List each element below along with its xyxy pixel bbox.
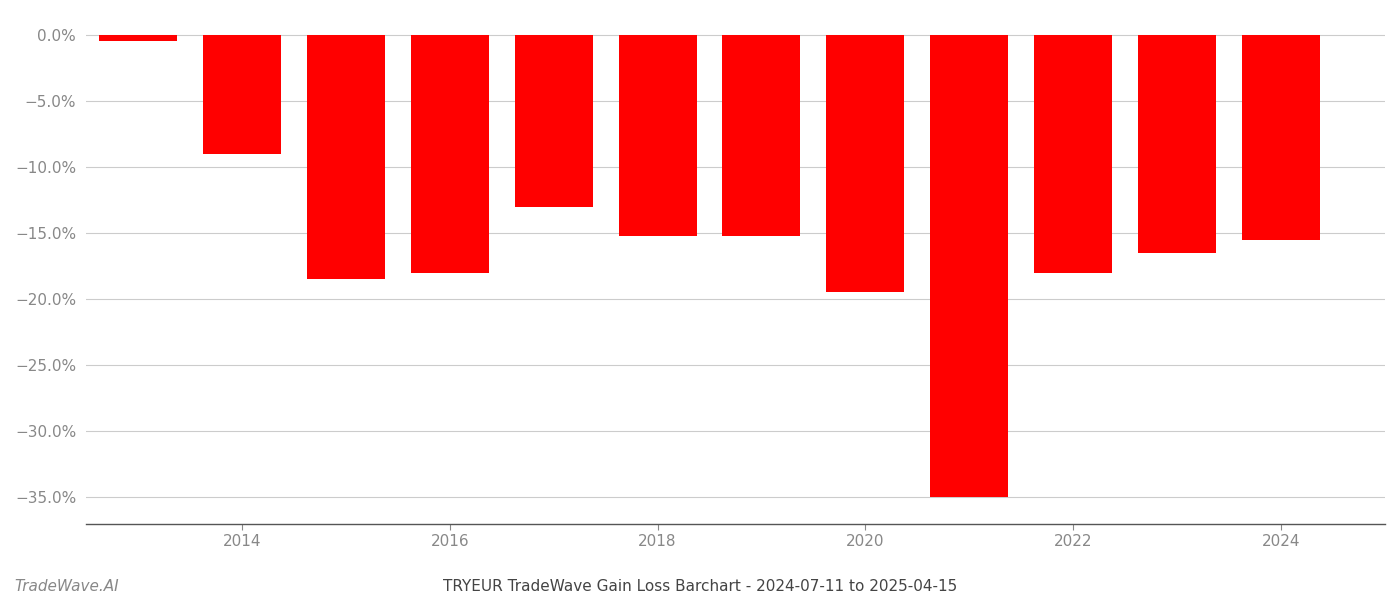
Text: TRYEUR TradeWave Gain Loss Barchart - 2024-07-11 to 2025-04-15: TRYEUR TradeWave Gain Loss Barchart - 20…: [442, 579, 958, 594]
Bar: [99, 35, 176, 41]
Bar: [1138, 35, 1217, 253]
Bar: [410, 35, 489, 272]
Bar: [307, 35, 385, 279]
Bar: [203, 35, 281, 154]
Bar: [1242, 35, 1320, 239]
Bar: [931, 35, 1008, 497]
Bar: [515, 35, 592, 206]
Bar: [1035, 35, 1112, 272]
Bar: [826, 35, 904, 292]
Bar: [722, 35, 801, 236]
Bar: [619, 35, 697, 236]
Text: TradeWave.AI: TradeWave.AI: [14, 579, 119, 594]
